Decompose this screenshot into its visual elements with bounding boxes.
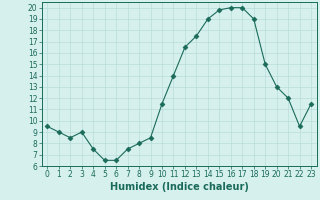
X-axis label: Humidex (Indice chaleur): Humidex (Indice chaleur) [110, 182, 249, 192]
